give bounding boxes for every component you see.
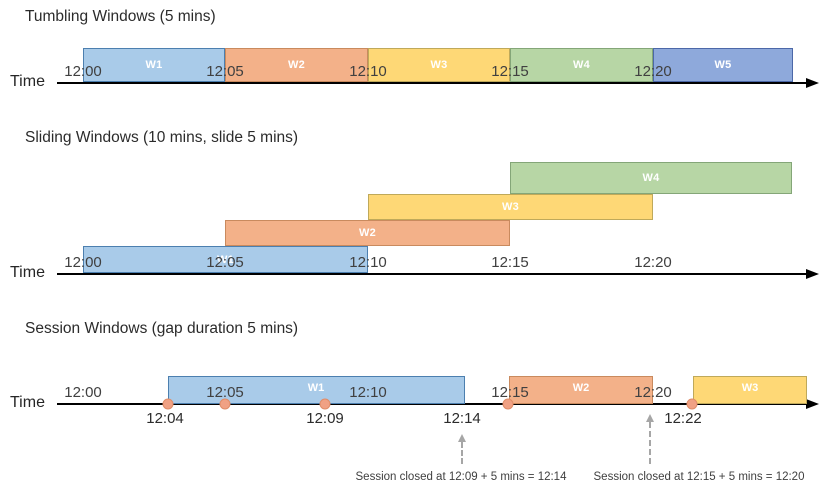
session-close-arrow-icon: [646, 414, 654, 464]
event-dot-1215: [502, 398, 514, 410]
window-label: W2: [358, 227, 377, 239]
tumbling-timeline: [57, 82, 806, 84]
arrow-head-icon: [458, 434, 466, 442]
tumbling-window-w1: W1: [83, 48, 225, 82]
sliding-tick-1205: 12:05: [206, 254, 244, 271]
sliding-timeline: [57, 273, 806, 275]
sliding-tick-1220: 12:20: [634, 254, 672, 271]
window-label: W1: [307, 382, 325, 394]
session-tick-1205: 12:05: [206, 384, 244, 401]
sliding-tick-1200: 12:00: [64, 254, 102, 271]
sliding-window-w2: W2: [225, 220, 510, 246]
tumbling-window-w3: W3: [368, 48, 510, 82]
event-time-label: 12:14: [443, 410, 481, 427]
event-time-label: 12:04: [146, 410, 184, 427]
window-label: W2: [287, 59, 306, 71]
window-label: W5: [714, 59, 732, 71]
tumbling-section-title: Tumbling Windows (5 mins): [25, 8, 216, 25]
session-tick-1215: 12:15: [491, 384, 529, 401]
sliding-window-w3: W3: [368, 194, 653, 220]
sliding-tick-1215: 12:15: [491, 254, 529, 271]
tumbling-tick-1205: 12:05: [206, 63, 244, 80]
arrow-stem: [461, 442, 463, 464]
sliding-window-w4: W4: [510, 162, 792, 194]
window-label: W3: [741, 382, 759, 394]
sliding-section-title: Sliding Windows (10 mins, slide 5 mins): [25, 129, 299, 146]
event-dot-1204: [162, 398, 174, 410]
tumbling-tick-1200: 12:00: [64, 63, 102, 80]
session-close-annotation-2: Session closed at 12:15 + 5 mins = 12:20: [593, 471, 805, 483]
sliding-window-w1: W1: [83, 246, 368, 273]
sliding-tick-1210: 12:10: [349, 254, 387, 271]
session-window-w3: [693, 376, 807, 404]
event-dot-1209: [319, 398, 331, 410]
session-window-w2: [509, 376, 653, 404]
tumbling-tick-1215: 12:15: [491, 63, 529, 80]
session-timeline: [57, 403, 806, 405]
arrow-head-icon: [646, 414, 654, 422]
event-dot-1222: [686, 398, 698, 410]
tumbling-tick-1220: 12:20: [634, 63, 672, 80]
session-time-axis-label: Time: [10, 394, 45, 411]
tumbling-window-w2: W2: [225, 48, 368, 82]
event-dot-1205: [219, 398, 231, 410]
tumbling-window-w4: W4: [510, 48, 653, 82]
tumbling-time-axis-label: Time: [10, 73, 45, 90]
arrow-stem: [649, 422, 651, 464]
session-close-annotation-1: Session closed at 12:09 + 5 mins = 12:14: [355, 471, 567, 483]
sliding-timeline-arrowhead-icon: [806, 269, 819, 279]
event-time-label: 12:09: [306, 410, 344, 427]
window-label: W2: [572, 382, 590, 394]
session-tick-1220: 12:20: [634, 384, 672, 401]
tumbling-timeline-arrowhead-icon: [806, 78, 819, 88]
window-label: W4: [572, 59, 591, 71]
event-time-label: 12:22: [664, 410, 702, 427]
tumbling-tick-1210: 12:10: [349, 63, 387, 80]
session-close-arrow-icon: [458, 434, 466, 464]
window-label: W4: [642, 172, 660, 184]
tumbling-window-w5: W5: [653, 48, 793, 82]
window-label: W1: [145, 59, 163, 71]
window-label: W1: [216, 253, 235, 266]
sliding-time-axis-label: Time: [10, 264, 45, 281]
window-label: W3: [501, 201, 520, 213]
session-tick-1200: 12:00: [64, 384, 102, 401]
session-window-w1: [168, 376, 465, 404]
session-tick-1210: 12:10: [349, 384, 387, 401]
session-section-title: Session Windows (gap duration 5 mins): [25, 320, 299, 337]
session-timeline-arrowhead-icon: [806, 399, 819, 409]
window-label: W3: [430, 59, 448, 71]
